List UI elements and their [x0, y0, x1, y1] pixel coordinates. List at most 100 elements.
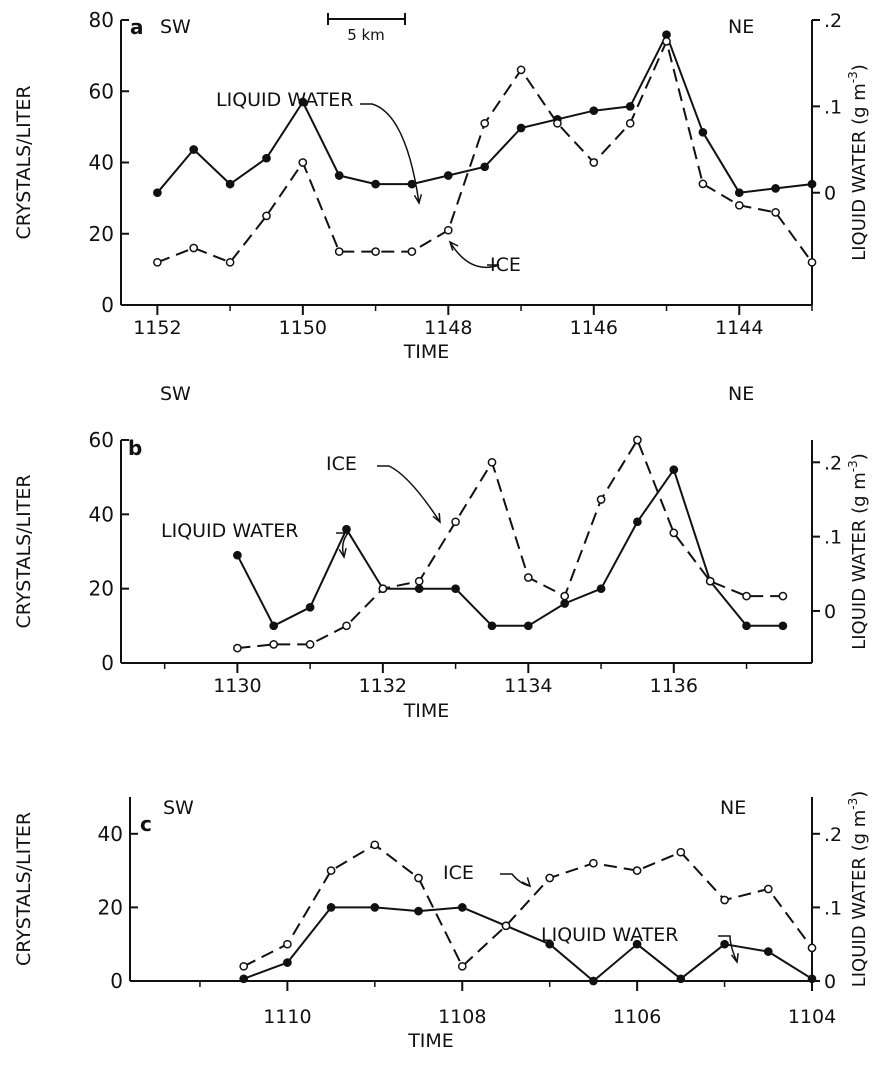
ice-point	[378, 584, 388, 594]
ice-point	[545, 873, 555, 883]
liquid-water-point	[298, 97, 308, 107]
left-y-axis-label: CRYSTALS/LITER	[13, 85, 35, 239]
liquid-water-point	[778, 621, 788, 631]
ice-point	[734, 200, 744, 210]
liquid-water-point	[742, 621, 751, 631]
left-y-tick-label: 20	[89, 222, 114, 246]
liquid-water-point	[625, 102, 635, 111]
x-tick-label: 1110	[263, 1006, 311, 1028]
liquid-water-callout-arrow	[336, 532, 350, 558]
ice-point	[283, 939, 292, 949]
liquid-water-point	[326, 903, 336, 912]
ice-point	[523, 573, 533, 582]
liquid-water-point	[283, 958, 292, 967]
liquid-water-callout-label: LIQUID WATER	[216, 89, 353, 111]
liquid-water-point	[560, 599, 570, 608]
liquid-water-callout-arrow	[360, 103, 420, 204]
x-tick-label: 1108	[438, 1006, 486, 1028]
liquid-water-point	[734, 188, 744, 198]
liquid-water-point	[720, 939, 729, 949]
liquid-water-point	[589, 976, 598, 986]
liquid-water-point	[633, 517, 642, 527]
right-y-axis-label-main: LIQUID WATER (g m	[849, 472, 870, 650]
ice-point	[414, 576, 424, 586]
right-y-tick-label: 0	[824, 601, 836, 623]
panel-letter: b	[128, 436, 142, 460]
liquid-water-point	[596, 584, 606, 594]
ice-point	[443, 225, 453, 235]
left-y-axis-label: CRYSTALS/LITER	[13, 474, 35, 628]
liquid-water-point	[414, 584, 424, 594]
x-axis-label: TIME	[403, 341, 450, 363]
liquid-water-point	[763, 947, 773, 956]
direction-label-sw: SW	[160, 16, 191, 38]
liquid-water-callout-arrowhead	[338, 548, 347, 559]
liquid-water-point	[153, 188, 162, 198]
ice-point	[596, 495, 606, 504]
liquid-water-series-line	[236, 468, 783, 627]
ice-point	[807, 943, 817, 953]
panel-c: 0 20 40 0 .1 .2 1110 1108 1106 1104 TIME CRYSTALS/L…	[13, 791, 870, 1052]
right-y-tick-label: .2	[824, 10, 842, 32]
ice-point	[233, 643, 242, 653]
ice-callout-arrowhead	[432, 512, 441, 524]
left-y-tick-label: 40	[98, 822, 123, 846]
liquid-water-point	[480, 162, 490, 172]
left-y-tick-label: 80	[89, 8, 114, 32]
x-tick-label: 1134	[504, 675, 552, 697]
ice-point	[553, 118, 562, 128]
panel-letter: c	[140, 812, 152, 836]
right-y-tick-label: .1	[824, 897, 842, 919]
right-y-axis-label: LIQUID WATER (g m-3)	[846, 791, 870, 988]
liquid-water-point	[239, 974, 249, 984]
ice-point	[501, 921, 511, 931]
liquid-water-callout-label: LIQUID WATER	[541, 924, 678, 946]
ice-point	[262, 211, 271, 221]
ice-point	[457, 961, 467, 971]
right-y-axis-label-superscript: -3	[846, 460, 860, 472]
liquid-water-callout-arrowhead	[730, 952, 739, 964]
liquid-water-point	[451, 584, 460, 594]
right-y-axis-label-close: )	[849, 64, 870, 71]
liquid-water-point	[676, 974, 686, 984]
right-y-tick-label: .1	[824, 96, 842, 118]
ice-point	[560, 591, 570, 601]
liquid-water-point	[305, 602, 315, 612]
direction-label-ne: NE	[720, 797, 746, 819]
x-tick-label: 1136	[650, 675, 698, 697]
ice-point	[633, 435, 642, 445]
liquid-water-point	[370, 903, 380, 912]
right-y-tick-label: .1	[824, 527, 842, 549]
x-tick-label: 1104	[788, 1006, 836, 1028]
liquid-water-point	[342, 524, 351, 534]
ice-point	[516, 65, 526, 75]
ice-point	[720, 895, 729, 905]
liquid-water-point	[698, 127, 708, 137]
panel-b: 0 20 40 60 0 .1 .2 1130 1132 1134 1136 TIME CRYSTALS…	[13, 383, 870, 722]
ice-point	[326, 866, 336, 875]
ice-callout-label: ICE	[490, 254, 521, 276]
liquid-water-point	[225, 179, 235, 189]
ice-point	[589, 158, 599, 167]
liquid-water-point	[334, 171, 344, 180]
x-tick-label: 1130	[213, 675, 261, 697]
liquid-water-point	[262, 153, 271, 163]
ice-point	[480, 118, 490, 128]
ice-point	[153, 257, 162, 267]
x-axis-label: TIME	[403, 700, 450, 722]
ice-point	[239, 961, 249, 971]
ice-point	[225, 257, 235, 267]
ice-series-line	[243, 843, 813, 968]
x-tick-label: 1144	[715, 317, 763, 339]
ice-point	[625, 118, 635, 128]
ice-callout-label: ICE	[443, 862, 474, 884]
ice-point	[451, 517, 460, 527]
right-y-axis-label-superscript: -3	[846, 798, 860, 810]
right-y-tick-label: 0	[824, 183, 836, 205]
left-y-tick-label: 20	[98, 895, 123, 919]
ice-callout-arrowhead	[521, 877, 532, 888]
right-y-axis-label: LIQUID WATER (g m-3)	[846, 453, 870, 650]
liquid-water-point	[233, 550, 242, 560]
ice-point	[189, 243, 199, 253]
direction-label-sw: SW	[163, 797, 194, 819]
